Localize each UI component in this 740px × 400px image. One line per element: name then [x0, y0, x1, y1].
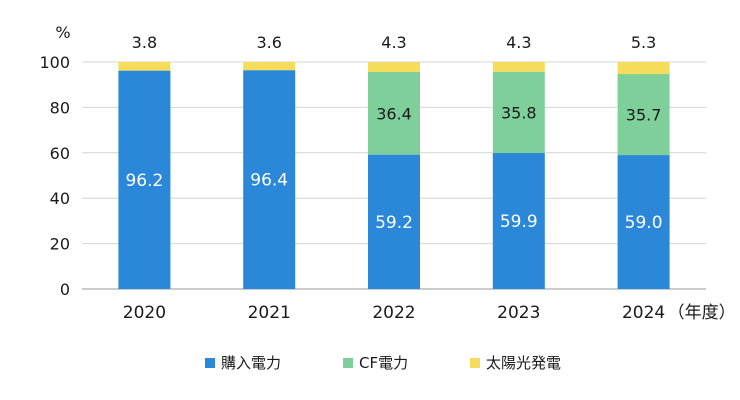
- legend-swatch: [205, 358, 215, 368]
- data-label: 96.2: [125, 171, 163, 191]
- data-label: 3.8: [132, 33, 157, 52]
- bar-segment: [368, 62, 420, 72]
- x-axis-unit: （年度）: [668, 303, 736, 323]
- bar-segment: [492, 62, 545, 72]
- bar-segment: [492, 71, 545, 154]
- bar-segment: [118, 62, 171, 71]
- legend-label: CF電力: [359, 354, 408, 372]
- y-axis: 0 20 40 60 80 100: [39, 53, 70, 299]
- x-tick-label: 2021: [248, 303, 291, 323]
- data-label: 59.2: [375, 213, 413, 233]
- bar-segment: [368, 71, 420, 155]
- data-label: 59.9: [500, 212, 538, 232]
- bar-segment: [243, 62, 296, 71]
- y-tick-label: 20: [50, 235, 70, 254]
- bar-segment: [118, 70, 171, 289]
- y-unit-label: %: [55, 23, 70, 42]
- y-tick-label: 100: [39, 53, 70, 72]
- bar-segment: [492, 153, 545, 289]
- data-label: 4.3: [506, 33, 531, 52]
- legend-label: 太陽光発電: [486, 354, 561, 372]
- top-value-labels: 3.8 3.6 4.3 4.3 5.3: [132, 33, 657, 52]
- data-label: 59.0: [625, 213, 663, 233]
- y-tick-label: 40: [50, 189, 70, 208]
- y-tick-label: 80: [50, 98, 70, 117]
- data-label: 36.4: [376, 104, 412, 123]
- data-label: 3.6: [256, 33, 281, 52]
- legend-swatch: [470, 358, 480, 368]
- legend-label: 購入電力: [221, 354, 281, 372]
- x-axis: 2020 2021 2022 2023 2024 （年度）: [123, 303, 736, 323]
- data-label: 35.7: [626, 106, 662, 125]
- bar-segment: [617, 155, 670, 289]
- data-label: 96.4: [250, 171, 288, 191]
- x-tick-label: 2020: [123, 303, 166, 323]
- data-label: 5.3: [631, 33, 656, 52]
- y-tick-label: 60: [50, 144, 70, 163]
- bar-segment: [243, 70, 296, 289]
- x-tick-label: 2023: [497, 303, 540, 323]
- x-tick-label: 2022: [372, 303, 415, 323]
- legend: 購入電力 CF電力 太陽光発電: [205, 354, 561, 372]
- bar-segment: [368, 154, 420, 289]
- legend-swatch: [343, 358, 353, 368]
- bars: 96.2 96.4 59.2 36.4 59.9 35.8 59.0 35.7: [118, 62, 670, 289]
- bar-segment: [617, 62, 670, 75]
- bar-segment: [617, 74, 670, 156]
- data-label: 4.3: [381, 33, 406, 52]
- x-tick-label: 2024: [622, 303, 665, 323]
- y-tick-label: 0: [60, 280, 70, 299]
- data-label: 35.8: [501, 103, 537, 122]
